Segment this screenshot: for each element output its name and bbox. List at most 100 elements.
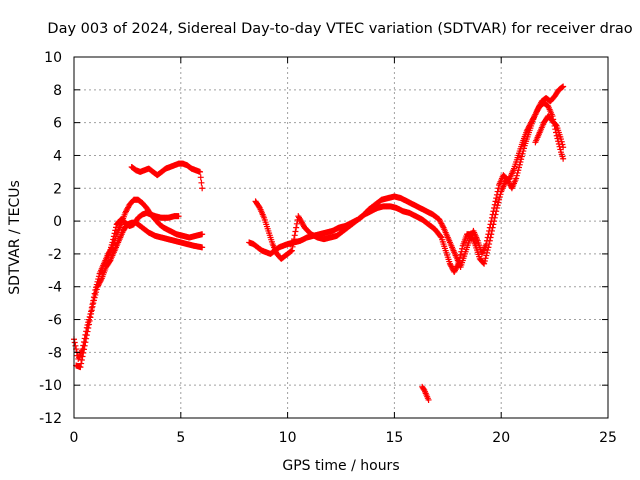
data-point xyxy=(88,310,95,317)
data-point xyxy=(293,220,300,227)
data-point xyxy=(72,342,79,349)
data-point xyxy=(109,239,116,246)
x-axis-label: GPS time / hours xyxy=(282,458,399,474)
data-point xyxy=(78,357,85,364)
data-point xyxy=(199,231,206,238)
data-point xyxy=(93,289,100,296)
data-point xyxy=(483,252,490,259)
data-point xyxy=(518,153,525,160)
data-point xyxy=(553,122,560,129)
data-point xyxy=(112,227,119,234)
data-point xyxy=(493,191,500,198)
data-point xyxy=(439,223,446,230)
x-tick-label: 5 xyxy=(176,430,185,446)
data-point xyxy=(495,199,502,206)
data-point xyxy=(288,247,295,254)
data-point xyxy=(87,314,94,321)
data-point xyxy=(79,353,86,360)
data-point xyxy=(89,303,96,310)
data-point xyxy=(513,175,520,182)
data-point xyxy=(560,83,567,90)
x-tick-label: 10 xyxy=(279,430,297,446)
data-point xyxy=(83,335,90,342)
data-point xyxy=(482,255,489,262)
data-point xyxy=(560,144,567,151)
data-point xyxy=(77,364,84,371)
data-point xyxy=(290,239,297,246)
data-point xyxy=(495,185,502,192)
data-point xyxy=(86,317,93,324)
series-trace-c xyxy=(105,209,182,261)
data-point xyxy=(78,360,85,367)
data-point xyxy=(71,339,78,346)
data-point xyxy=(85,325,92,332)
series-tail-segment xyxy=(532,113,567,151)
data-point xyxy=(291,232,298,239)
axis-ticks: 0 5 10 15 20 25 -12 -10 -8 -6 -4 -2 0 2 4 6 8 10 xyxy=(39,50,617,446)
y-tick-label: 4 xyxy=(53,148,62,164)
series-outlier xyxy=(419,383,432,403)
data-point xyxy=(484,234,491,241)
data-point xyxy=(491,204,498,211)
data-point xyxy=(111,230,118,237)
data-point xyxy=(198,179,205,186)
data-point xyxy=(489,211,496,218)
x-tick-label: 0 xyxy=(70,430,79,446)
y-tick-label: 6 xyxy=(53,116,62,132)
series-middle-segment xyxy=(246,99,567,275)
data-point xyxy=(490,208,497,215)
y-tick-label: 2 xyxy=(53,181,62,197)
y-tick-label: -8 xyxy=(48,345,62,361)
x-tick-label: 20 xyxy=(492,430,510,446)
y-tick-label: -12 xyxy=(39,411,62,427)
data-point xyxy=(494,188,501,195)
data-point xyxy=(487,221,494,228)
data-point xyxy=(293,224,300,231)
data-point xyxy=(558,136,565,143)
data-point xyxy=(459,245,466,252)
data-point xyxy=(486,224,493,231)
data-point xyxy=(488,218,495,225)
data-point xyxy=(483,241,490,248)
data-point xyxy=(80,349,87,356)
data-point xyxy=(486,227,493,234)
data-point xyxy=(199,185,206,192)
y-axis-label: SDTVAR / TECUs xyxy=(7,180,23,295)
data-point xyxy=(83,332,90,339)
y-tick-label: 10 xyxy=(44,50,62,66)
data-point xyxy=(292,228,299,235)
data-point xyxy=(457,251,464,258)
data-point xyxy=(175,213,182,220)
data-point xyxy=(90,300,97,307)
data-point xyxy=(488,214,495,221)
data-point xyxy=(491,201,498,208)
data-point xyxy=(80,346,87,353)
data-point xyxy=(560,155,567,162)
data-point xyxy=(197,174,204,181)
data-point xyxy=(425,396,432,403)
data-point xyxy=(88,307,95,314)
y-tick-label: -10 xyxy=(39,378,62,394)
data-point xyxy=(199,244,206,251)
data-point xyxy=(515,167,522,174)
data-point xyxy=(197,168,204,175)
y-tick-label: 0 xyxy=(53,214,62,230)
data-point xyxy=(559,141,566,148)
data-point xyxy=(110,236,117,243)
data-point xyxy=(84,328,91,335)
data-point xyxy=(485,231,492,238)
data-point xyxy=(558,138,565,145)
x-tick-label: 25 xyxy=(599,430,617,446)
data-point xyxy=(481,258,488,265)
data-point xyxy=(553,132,560,139)
data-point xyxy=(513,172,520,179)
series-upper-middle-segment xyxy=(252,83,567,271)
data-point xyxy=(289,243,296,250)
data-points xyxy=(71,83,567,403)
x-tick-label: 15 xyxy=(385,430,403,446)
series-upper-arc xyxy=(128,160,206,192)
chart-title: Day 003 of 2024, Sidereal Day-to-day VTE… xyxy=(47,21,632,37)
data-point xyxy=(481,260,488,267)
data-point xyxy=(514,169,521,176)
